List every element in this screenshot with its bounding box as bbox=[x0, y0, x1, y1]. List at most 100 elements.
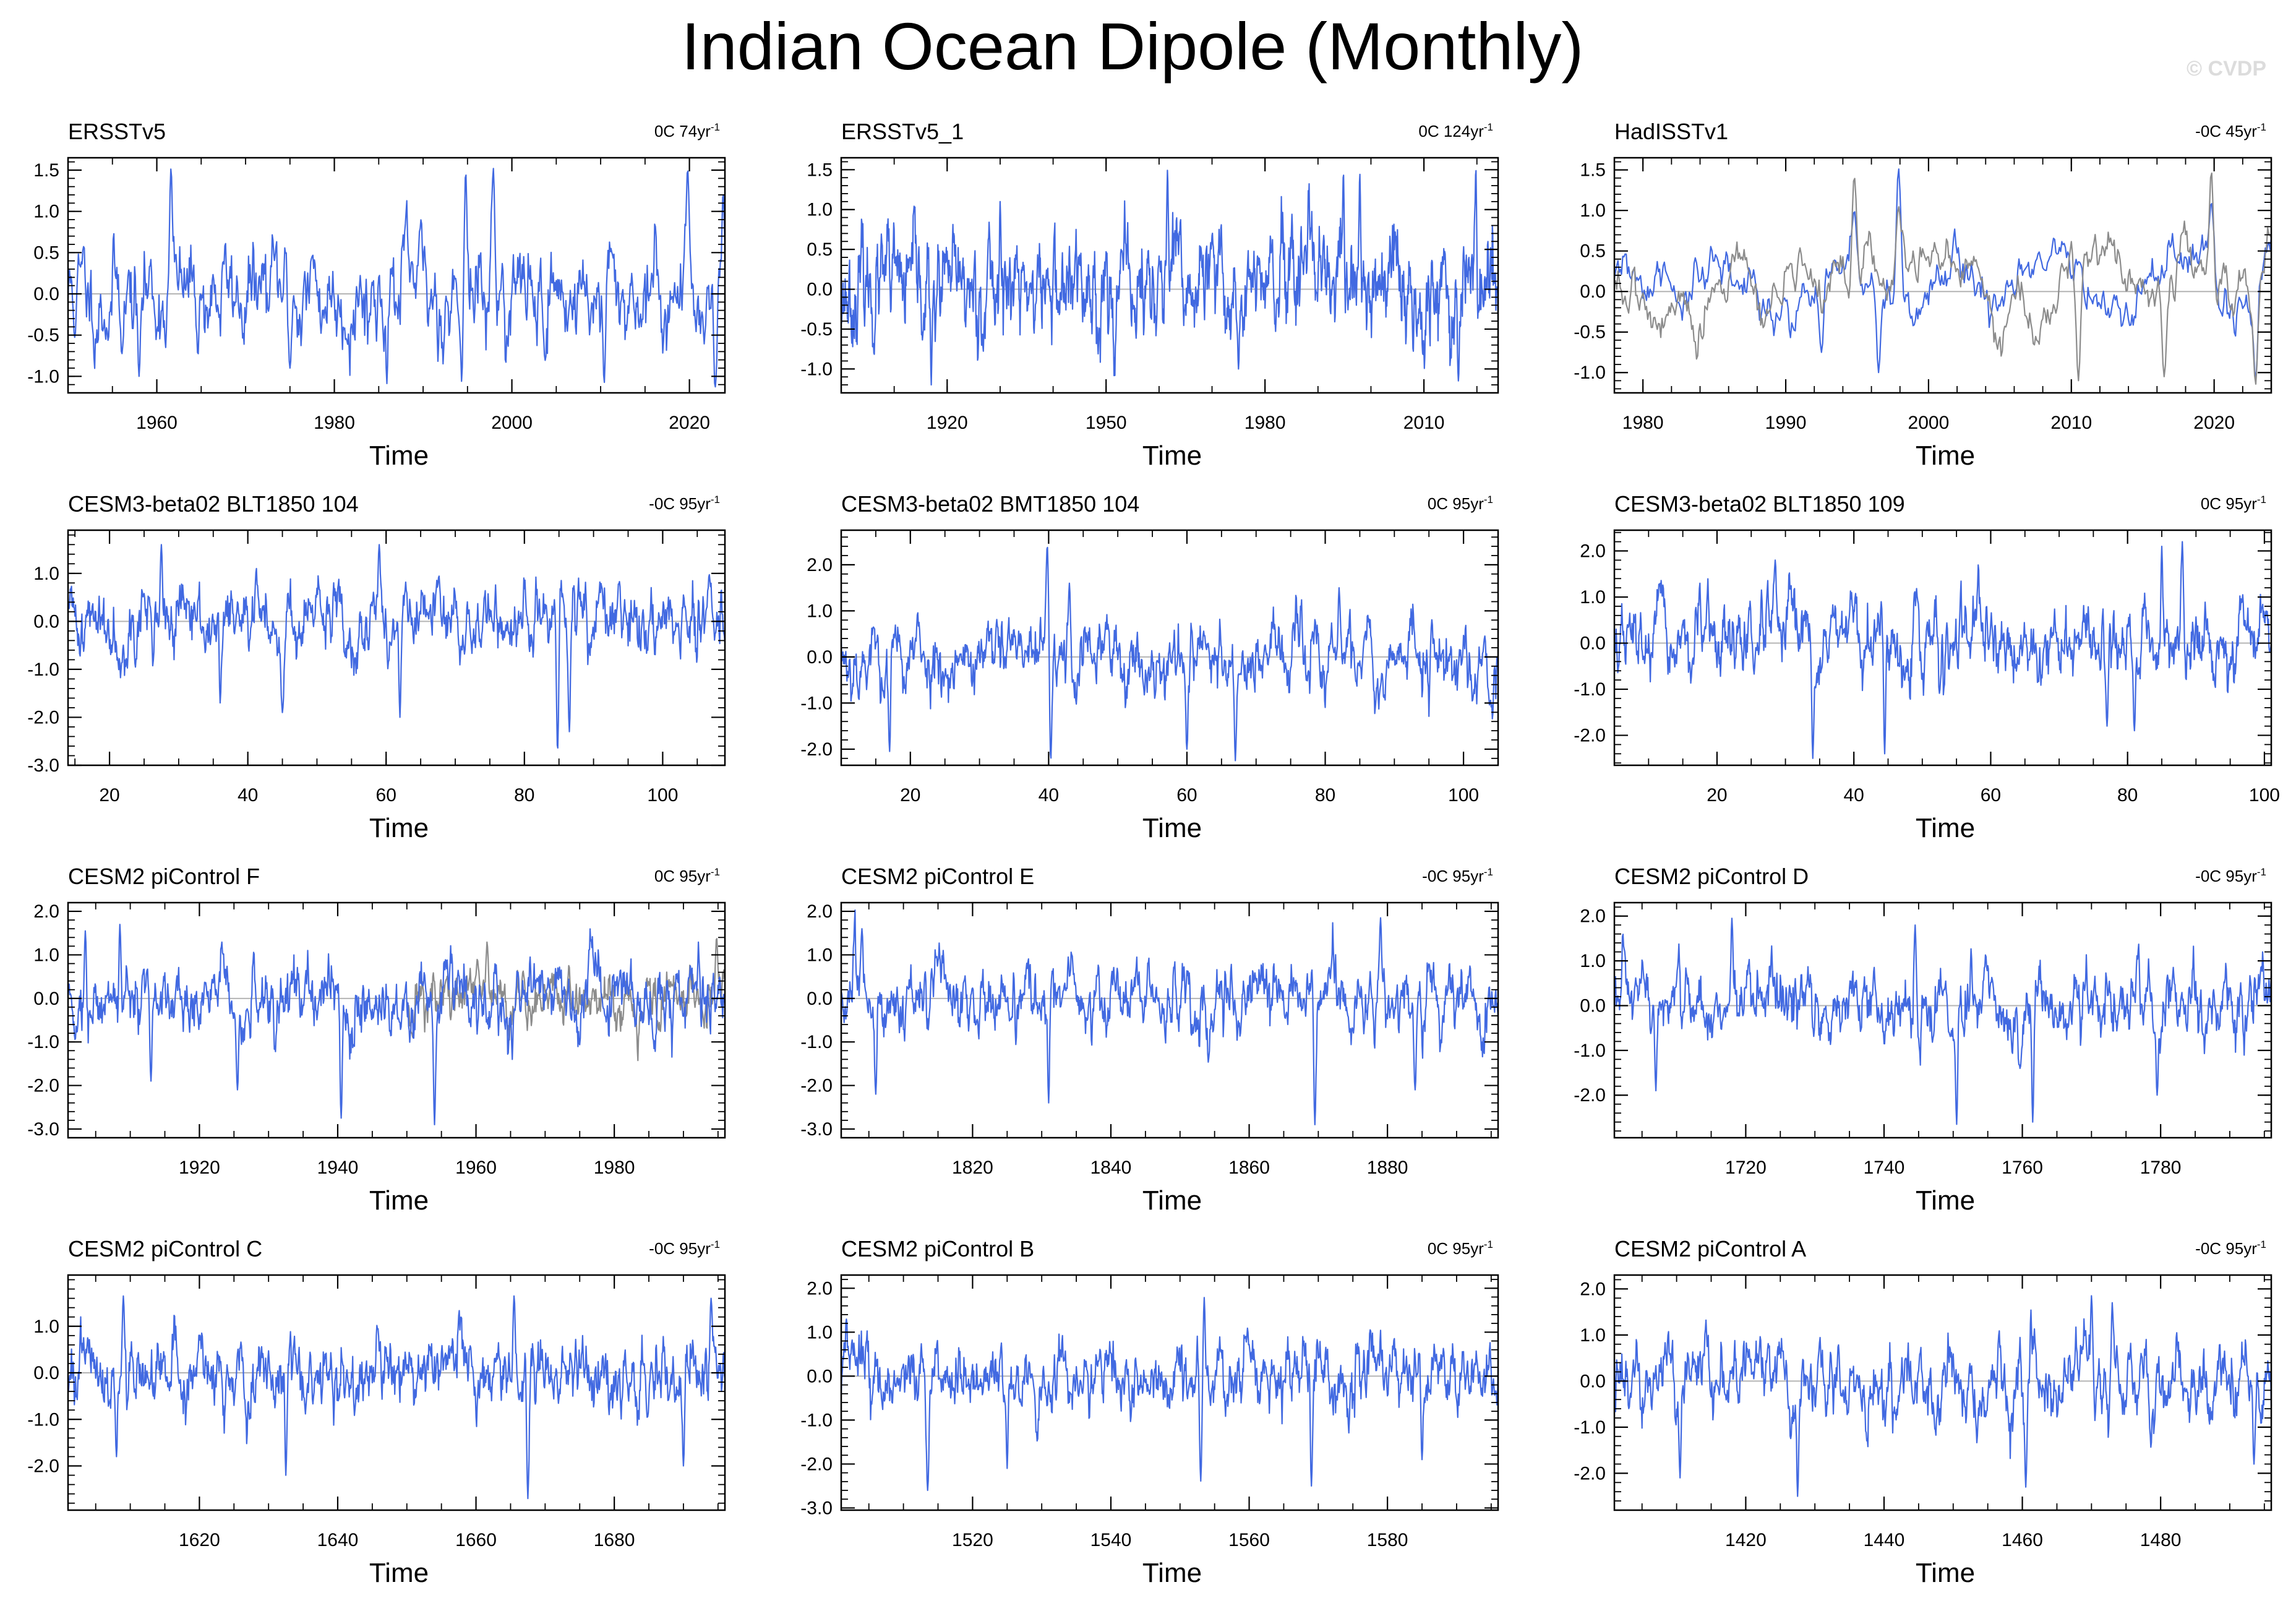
panel-2: ERSSTv5_1 0C 124yr-1 -1.0 -0.5 0.0 0.5 1.0 1.5 1… bbox=[800, 119, 1499, 471]
x-tick-label: 100 bbox=[2249, 785, 2280, 806]
y-tick-label: -3.0 bbox=[800, 1498, 833, 1518]
x-axis-title: Time bbox=[369, 1558, 429, 1588]
series-line-cesm2-picontrol-a bbox=[1613, 1295, 2272, 1497]
x-tick-label: 2010 bbox=[2050, 413, 2092, 433]
panel-5: CESM3-beta02 BMT1850 104 0C 95yr-1 -2.0 -1.… bbox=[800, 491, 1499, 843]
y-tick-label: 0.0 bbox=[807, 1366, 833, 1386]
x-tick-label: 80 bbox=[514, 785, 534, 806]
panel-title: CESM2 piControl B bbox=[841, 1236, 1034, 1261]
y-tick-label: -2.0 bbox=[27, 1456, 59, 1477]
y-tick-label: 0.0 bbox=[33, 284, 59, 304]
y-tick-label: -1.0 bbox=[800, 1410, 833, 1430]
y-tick-label: -0.5 bbox=[800, 319, 833, 340]
y-tick-label: -2.0 bbox=[27, 1076, 59, 1096]
series-line-cesm3-beta02-blt1850-109 bbox=[1613, 541, 2272, 759]
panel-note: 0C 95yr-1 bbox=[1428, 494, 1493, 513]
x-axis-title: Time bbox=[369, 440, 429, 471]
y-tick-label: -2.0 bbox=[1574, 1085, 1606, 1106]
panel-10: CESM2 piControl C -0C 95yr-1 -2.0 -1.0 0.0 1.… bbox=[27, 1236, 726, 1588]
panel-note: -0C 45yr-1 bbox=[2195, 121, 2266, 140]
x-tick-label: 1680 bbox=[594, 1530, 635, 1550]
x-tick-label: 1990 bbox=[1765, 413, 1807, 433]
y-tick-label: -2.0 bbox=[800, 739, 833, 760]
y-tick-label: -2.0 bbox=[800, 1076, 833, 1096]
y-tick-label: -3.0 bbox=[27, 1119, 59, 1140]
plot-frame bbox=[67, 1274, 726, 1511]
panel-3: HadISSTv1 -0C 45yr-1 -1.0 -0.5 0.0 0.5 1.0 1.5 1… bbox=[1574, 119, 2272, 471]
y-tick-label: 1.0 bbox=[33, 564, 59, 584]
plot-frame bbox=[67, 157, 726, 394]
series-line-cesm2-picontrol-b bbox=[840, 1297, 1499, 1492]
x-tick-label: 1980 bbox=[314, 413, 355, 433]
y-tick-label: -1.0 bbox=[1574, 363, 1606, 383]
panel-title: CESM3-beta02 BLT1850 104 bbox=[68, 491, 359, 517]
x-tick-label: 1480 bbox=[2140, 1530, 2182, 1550]
x-tick-label: 80 bbox=[1315, 785, 1335, 806]
y-tick-label: -1.0 bbox=[800, 693, 833, 713]
x-axis-title: Time bbox=[1142, 813, 1202, 843]
y-tick-label: 1.0 bbox=[1580, 951, 1606, 971]
panel-title: CESM3-beta02 BLT1850 109 bbox=[1614, 491, 1905, 517]
x-tick-label: 1820 bbox=[952, 1158, 993, 1178]
panel-8: CESM2 piControl E -0C 95yr-1 -3.0 -2.0 -1.0 0… bbox=[800, 864, 1499, 1216]
panel-note: -0C 95yr-1 bbox=[649, 1239, 720, 1258]
y-tick-label: -1.0 bbox=[800, 359, 833, 379]
x-tick-label: 100 bbox=[647, 785, 678, 806]
y-tick-label: 1.5 bbox=[807, 160, 833, 180]
y-tick-label: 0.0 bbox=[1580, 1371, 1606, 1391]
panel-title: CESM2 piControl C bbox=[68, 1236, 262, 1261]
x-tick-label: 1920 bbox=[927, 413, 968, 433]
x-tick-label: 1840 bbox=[1090, 1158, 1132, 1178]
x-axis-title: Time bbox=[1916, 1558, 1975, 1588]
y-tick-label: 0.0 bbox=[33, 989, 59, 1009]
plot-frame bbox=[1613, 529, 2272, 767]
x-axis-title: Time bbox=[1142, 1558, 1202, 1588]
x-axis-title: Time bbox=[369, 813, 429, 843]
panel-note: 0C 95yr-1 bbox=[2201, 494, 2266, 513]
x-tick-label: 80 bbox=[2117, 785, 2138, 806]
x-tick-label: 2000 bbox=[491, 413, 533, 433]
series-line-ersstv5 bbox=[1613, 172, 2272, 385]
y-tick-label: 2.0 bbox=[807, 1278, 833, 1299]
x-tick-label: 1980 bbox=[594, 1158, 635, 1178]
y-tick-label: -2.0 bbox=[1574, 1463, 1606, 1484]
x-tick-label: 1660 bbox=[455, 1530, 497, 1550]
y-tick-label: -0.5 bbox=[27, 325, 59, 346]
series-line-hadisstv1 bbox=[1613, 168, 2272, 381]
y-tick-label: -1.0 bbox=[27, 1032, 59, 1052]
y-tick-label: 1.0 bbox=[807, 601, 833, 621]
x-tick-label: 2020 bbox=[669, 413, 710, 433]
y-tick-label: -1.0 bbox=[1574, 679, 1606, 700]
plot-frame bbox=[1613, 157, 2272, 394]
plot-frame bbox=[67, 529, 726, 767]
x-axis-title: Time bbox=[1142, 440, 1202, 471]
panel-7: CESM2 piControl F 0C 95yr-1 -3.0 -2.0 -1.0 0.… bbox=[27, 864, 726, 1216]
x-tick-label: 40 bbox=[1039, 785, 1059, 806]
panel-note: -0C 95yr-1 bbox=[649, 494, 720, 513]
y-tick-label: 1.0 bbox=[1580, 587, 1606, 608]
y-tick-label: -3.0 bbox=[800, 1119, 833, 1140]
x-tick-label: 2020 bbox=[2193, 413, 2235, 433]
x-tick-label: 1620 bbox=[179, 1530, 220, 1550]
y-tick-label: -1.0 bbox=[800, 1032, 833, 1052]
series-line-cesm2-picontrol-d bbox=[1613, 917, 2272, 1125]
panel-note: 0C 95yr-1 bbox=[1428, 1239, 1493, 1258]
series-line-ersstv5-1 bbox=[840, 170, 1499, 386]
panel-note: 0C 74yr-1 bbox=[654, 121, 720, 140]
y-tick-label: 1.5 bbox=[1580, 160, 1606, 181]
cvdp-watermark: © CVDP bbox=[2187, 57, 2266, 80]
plot-frame bbox=[1613, 1274, 2272, 1511]
y-tick-label: 0.0 bbox=[807, 989, 833, 1009]
panel-title: ERSSTv5 bbox=[68, 119, 166, 144]
x-tick-label: 60 bbox=[376, 785, 396, 806]
panel-9: CESM2 piControl D -0C 95yr-1 -2.0 -1.0 0.0 1.… bbox=[1574, 864, 2272, 1216]
y-tick-label: 2.0 bbox=[1580, 906, 1606, 927]
x-tick-label: 1420 bbox=[1725, 1530, 1767, 1550]
y-tick-label: -2.0 bbox=[27, 707, 59, 728]
x-tick-label: 1780 bbox=[2140, 1158, 2182, 1178]
y-tick-label: -2.0 bbox=[1574, 726, 1606, 746]
x-tick-label: 20 bbox=[99, 785, 119, 806]
x-tick-label: 1760 bbox=[2002, 1158, 2043, 1178]
y-tick-label: 0.0 bbox=[33, 1363, 59, 1383]
x-tick-label: 1980 bbox=[1622, 413, 1664, 433]
